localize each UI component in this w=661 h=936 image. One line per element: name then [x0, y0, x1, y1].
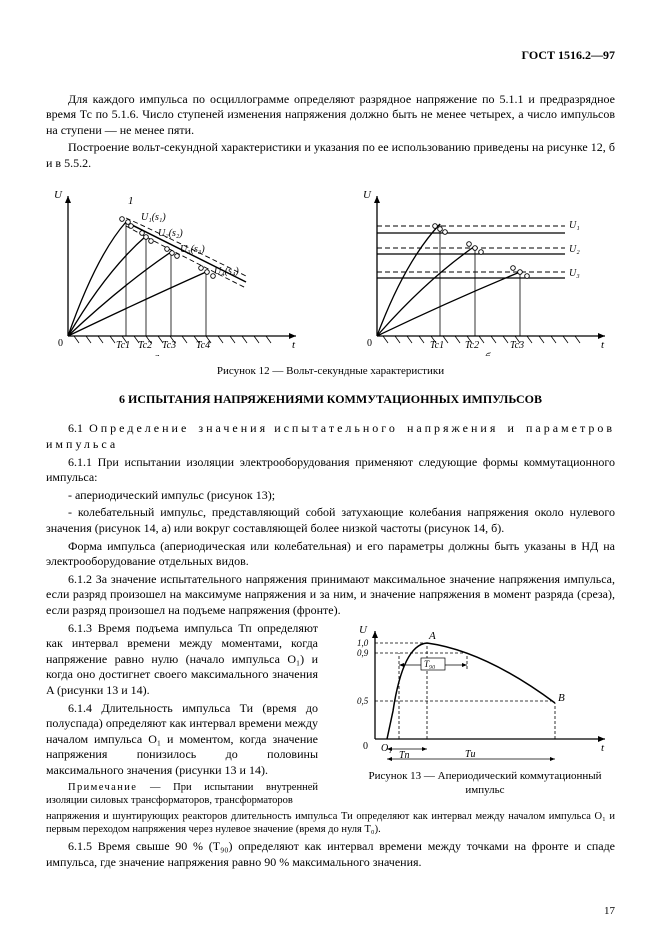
- p-after-note: напряжения и шунтирующих реакторов длите…: [46, 810, 615, 837]
- svg-text:T₉₀: T₉₀: [424, 659, 435, 669]
- left-column: 6.1.3 Время подъема импульса Тп определя…: [46, 621, 318, 808]
- para-intro-1: Для каждого импульса по осциллограмме оп…: [46, 92, 615, 139]
- svg-text:а: а: [154, 351, 160, 356]
- figure-12-row: U 0 t: [46, 186, 615, 356]
- svg-text:Tc4: Tc4: [196, 340, 210, 351]
- svg-text:U₂: U₂: [569, 244, 580, 255]
- section-title: 6 ИСПЫТАНИЯ НАПРЯЖЕНИЯМИ КОММУТАЦИОННЫХ …: [46, 392, 615, 408]
- svg-text:U: U: [359, 624, 368, 636]
- svg-text:0: 0: [363, 741, 368, 752]
- svg-text:t: t: [601, 742, 605, 754]
- svg-text:U: U: [363, 189, 372, 201]
- svg-text:0: 0: [58, 338, 63, 349]
- svg-text:Tc1: Tc1: [430, 340, 444, 351]
- figure-13-block: U 0 t 1,0 0,9 0,: [355, 621, 615, 798]
- p615: 6.1.5 Время свыше 90 % (T₉₀) определяют …: [46, 839, 615, 870]
- svg-text:t: t: [601, 339, 605, 351]
- p61: 6.1 Определение значения испытательного …: [46, 421, 615, 452]
- figure-13-caption: Рисунок 13 — Апериодический коммутационн…: [355, 769, 615, 798]
- svg-text:U₃: U₃: [569, 268, 580, 279]
- note: Примечание — При испытании внутренней из…: [46, 781, 318, 808]
- svg-text:U₃(s₃): U₃(s₃): [180, 244, 205, 255]
- svg-text:Tc2: Tc2: [465, 340, 479, 351]
- svg-text:0: 0: [367, 338, 372, 349]
- p611a: 6.1.1 При испытании изоляции электрообор…: [46, 455, 615, 486]
- svg-text:A: A: [428, 630, 436, 642]
- p613: 6.1.3 Время подъема импульса Тп определя…: [46, 621, 318, 699]
- svg-text:Tи: Tи: [465, 749, 476, 760]
- svg-text:Tc3: Tc3: [162, 340, 176, 351]
- svg-text:1,0: 1,0: [357, 638, 369, 648]
- page-number: 17: [604, 904, 615, 918]
- svg-text:Tc2: Tc2: [138, 340, 152, 351]
- svg-text:Tc1: Tc1: [116, 340, 130, 351]
- para-intro-2: Построение вольт-секундной характеристик…: [46, 140, 615, 171]
- page: ГОСТ 1516.2—97 Для каждого импульса по о…: [0, 0, 661, 936]
- svg-text:U₁: U₁: [569, 220, 580, 231]
- figure-12-caption: Рисунок 12 — Вольт-секундные характерист…: [46, 364, 615, 378]
- two-column: 6.1.3 Время подъема импульса Тп определя…: [46, 621, 615, 808]
- p611b: - апериодический импульс (рисунок 13);: [46, 488, 615, 504]
- figure-13: U 0 t 1,0 0,9 0,: [355, 621, 615, 761]
- svg-text:0,5: 0,5: [357, 696, 369, 706]
- p611d: Форма импульса (апериодическая или колеб…: [46, 539, 615, 570]
- svg-text:0,9: 0,9: [357, 648, 369, 658]
- standard-code: ГОСТ 1516.2—97: [46, 48, 615, 64]
- figure-12-right: U 0 t: [355, 186, 615, 356]
- svg-text:U₁(s₁): U₁(s₁): [141, 212, 166, 223]
- svg-text:Tc3: Tc3: [510, 340, 524, 351]
- svg-text:U₄(s₄): U₄(s₄): [214, 266, 239, 277]
- p612: 6.1.2 За значение испытательного напряже…: [46, 572, 615, 619]
- p611c: - колебательный импульс, представляющий …: [46, 505, 615, 536]
- svg-text:б: б: [485, 351, 491, 356]
- svg-text:U₂(s₂): U₂(s₂): [158, 228, 183, 239]
- p614: 6.1.4 Длительность импульса Ти (время до…: [46, 701, 318, 779]
- svg-text:1: 1: [128, 195, 134, 207]
- svg-text:B: B: [558, 692, 565, 704]
- svg-text:t: t: [292, 339, 296, 351]
- figure-12-left: U 0 t: [46, 186, 306, 356]
- axis-u: U: [54, 189, 63, 201]
